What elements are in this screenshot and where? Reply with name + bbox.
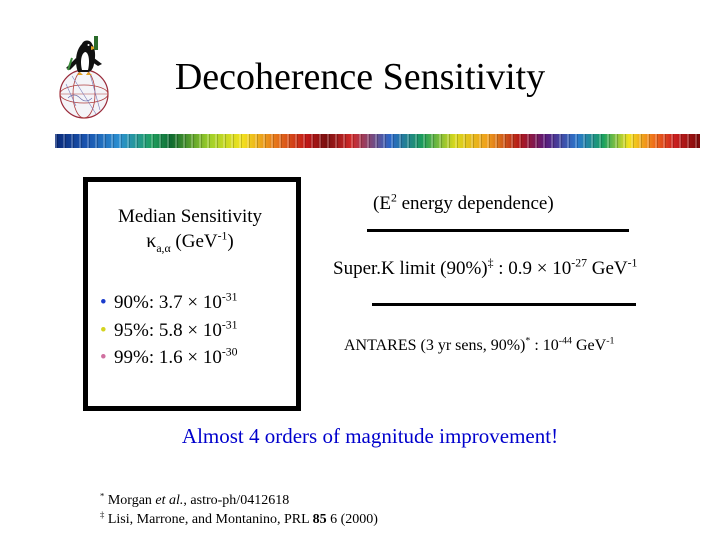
sensitivity-value: 95%: 5.8 × 10 bbox=[114, 320, 222, 341]
antares-exponent: -44 bbox=[558, 335, 572, 347]
energy-suffix: energy dependence) bbox=[396, 193, 554, 214]
sensitivity-exponent: -30 bbox=[221, 345, 238, 359]
antares-value: : 10 bbox=[530, 337, 559, 354]
ref1-etal: et al. bbox=[155, 493, 184, 508]
ref2-rest: 6 (2000) bbox=[326, 512, 378, 527]
penguin-globe-logo-icon bbox=[59, 36, 109, 119]
ref1-rest: , astro-ph/0412618 bbox=[183, 493, 290, 508]
superk-prefix: Super.K limit (90%) bbox=[333, 258, 488, 279]
antares-unit: GeV bbox=[572, 337, 607, 354]
ref2-mark: ‡ bbox=[100, 509, 105, 520]
box-heading-line2: κa,α (GeV-1) bbox=[90, 229, 290, 254]
superk-exponent: -27 bbox=[571, 256, 587, 270]
superk-unit: GeV bbox=[586, 258, 628, 279]
reference-lisi: ‡ Lisi, Marrone, and Montanino, PRL 85 6… bbox=[100, 509, 378, 528]
ref1-author: Morgan bbox=[104, 493, 156, 508]
sensitivity-item-90: • 90%: 3.7 × 10-31 bbox=[100, 290, 238, 314]
superk-value: : 0.9 × 10 bbox=[493, 258, 572, 279]
slide-title: Decoherence Sensitivity bbox=[174, 56, 546, 98]
antares-footnote-mark: * bbox=[525, 335, 531, 347]
kappa-symbol: κ bbox=[146, 230, 157, 252]
energy-exponent: 2 bbox=[390, 191, 397, 205]
spectrum-divider-ticks bbox=[55, 134, 700, 148]
divider-rule-1 bbox=[367, 229, 629, 232]
ref2-volume: 85 bbox=[312, 512, 327, 527]
unit-suffix: ) bbox=[227, 231, 234, 252]
sensitivity-value: 99%: 1.6 × 10 bbox=[114, 347, 222, 368]
spectrum-divider-bar bbox=[55, 134, 700, 148]
superk-footnote-mark: ‡ bbox=[487, 256, 494, 270]
bullet-icon: • bbox=[100, 320, 107, 341]
bullet-icon: • bbox=[100, 347, 107, 368]
sensitivity-value: 90%: 3.7 × 10 bbox=[114, 292, 222, 313]
energy-prefix: (E bbox=[373, 193, 391, 214]
superk-limit: Super.K limit (90%)‡ : 0.9 × 10-27 GeV-1 bbox=[333, 256, 638, 280]
divider-rule-2 bbox=[372, 303, 636, 306]
sensitivity-box bbox=[83, 177, 301, 411]
bullet-icon: • bbox=[100, 292, 107, 313]
antares-prefix: ANTARES (3 yr sens, 90%) bbox=[344, 337, 526, 354]
sensitivity-exponent: -31 bbox=[221, 318, 238, 332]
sensitivity-item-95: • 95%: 5.8 × 10-31 bbox=[100, 318, 238, 342]
energy-dependence-label: (E2 energy dependence) bbox=[373, 191, 554, 215]
sensitivity-exponent: -31 bbox=[221, 290, 238, 304]
superk-unit-exponent: -1 bbox=[627, 256, 638, 270]
box-heading-line1: Median Sensitivity bbox=[117, 206, 263, 227]
box-heading: Median Sensitivity κa,α (GeV-1) bbox=[90, 205, 290, 254]
unit-exponent: -1 bbox=[217, 229, 228, 243]
sensitivity-item-99: • 99%: 1.6 × 10-30 bbox=[100, 345, 238, 369]
ref2-authors: Lisi, Marrone, and Montanino, PRL bbox=[104, 512, 313, 527]
antares-sensitivity: ANTARES (3 yr sens, 90%)* : 10-44 GeV-1 bbox=[344, 335, 615, 355]
antares-unit-exponent: -1 bbox=[606, 335, 615, 347]
unit-prefix: (GeV bbox=[175, 231, 218, 252]
ref1-mark: * bbox=[100, 490, 105, 501]
kappa-subscript: a,α bbox=[156, 241, 171, 255]
conclusion-text: Almost 4 orders of magnitude improvement… bbox=[181, 424, 559, 448]
reference-morgan: * Morgan et al., astro-ph/0412618 bbox=[100, 490, 290, 509]
